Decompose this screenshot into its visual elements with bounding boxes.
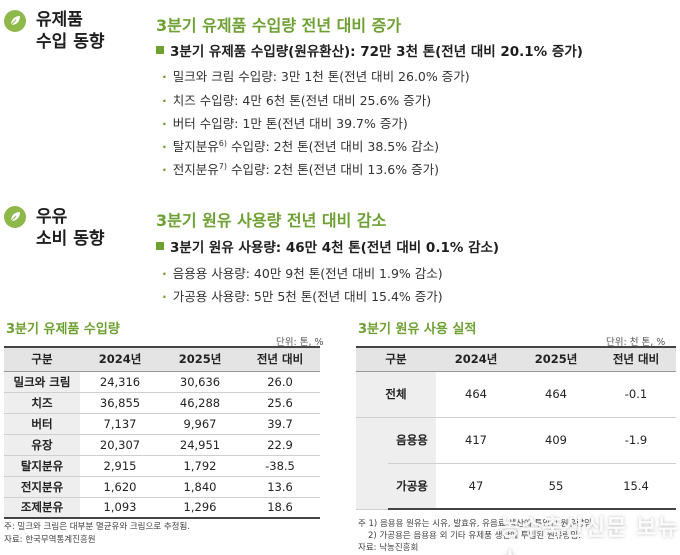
table1-note: 주: 밀크와 크림은 대부분 멸균유와 크림으로 추정됨.: [4, 522, 190, 532]
table-cell: 464: [516, 371, 596, 418]
table-row: 유장 20,307 24,951 22.9: [4, 434, 320, 456]
table-row: 버터 7,137 9,967 39.7: [4, 413, 320, 435]
table-cell: 15.4: [596, 463, 676, 510]
table-cell: 409: [516, 417, 596, 464]
row-header: 전지분유: [4, 476, 80, 498]
table-cell: 1,792: [160, 455, 240, 477]
imports-heading: 3분기 유제품 수입량 전년 대비 증가: [156, 16, 402, 35]
table-row: 치즈 36,855 46,288 25.6: [4, 392, 320, 414]
row-header: 전체: [356, 371, 436, 418]
table-cell: 464: [436, 371, 516, 418]
table-cell: 26.0: [240, 371, 320, 393]
table2-unit: 단위: 천 톤, %: [606, 337, 666, 348]
consumption-item: · 가공용 사용량: 5만 5천 톤(전년 대비 15.4% 증가): [162, 289, 443, 304]
table-cell: 18.6: [240, 497, 320, 519]
table-cell: 39.7: [240, 413, 320, 435]
table-row: 음용용 417 409 -1.9: [356, 417, 676, 510]
table-cell: 9,967: [160, 413, 240, 435]
table-cell: 7,137: [80, 413, 160, 435]
usage-table: 구분 2024년 2025년 전년 대비 전체 464 464 -0.1 음용용…: [356, 346, 676, 510]
table-cell: -0.1: [596, 371, 676, 418]
table2-note: 2) 가공용은 음용용 외 기타 유제품 생산에 투입된 원유량임.: [368, 531, 581, 541]
consumption-main-bullet: 3분기 원유 사용량: 46만 4천 톤(전년 대비 0.1% 감소): [156, 236, 499, 256]
table-cell: 30,636: [160, 371, 240, 393]
table-cell: 1,620: [80, 476, 160, 498]
row-header: 조제분유: [4, 497, 80, 519]
table-cell: -38.5: [240, 455, 320, 477]
table-row: 전체 464 464 -0.1: [356, 371, 676, 418]
table-cell: 55: [516, 463, 596, 510]
table-cell: 13.6: [240, 476, 320, 498]
table-cell: 2,915: [80, 455, 160, 477]
row-header: 가공용: [388, 463, 436, 510]
table-cell: 417: [436, 417, 516, 464]
table-cell: -1.9: [596, 417, 676, 464]
watermark: 농수축산신문 보뉴스: [500, 516, 679, 555]
table-cell: 47: [436, 463, 516, 510]
row-header: 유장: [4, 434, 80, 456]
table2-title: 3분기 원유 사용 실적: [358, 322, 477, 337]
consumption-heading: 3분기 원유 사용량 전년 대비 감소: [156, 211, 387, 230]
table1-source: 자료: 한국무역통계진흥원: [4, 535, 96, 545]
column-header: 전년 대비: [596, 346, 676, 372]
table-row: 조제분유 1,093 1,296 18.6: [4, 497, 320, 519]
imports-item: · 치즈 수입량: 4만 6천 톤(전년 대비 25.6% 증가): [162, 93, 432, 108]
table-cell: 1,296: [160, 497, 240, 519]
table-cell: 36,855: [80, 392, 160, 414]
row-header: 음용용: [388, 417, 436, 464]
imports-item: · 전지분유7) 수입량: 2천 톤(전년 대비 13.6% 증가): [162, 162, 439, 177]
table-cell: 22.9: [240, 434, 320, 456]
row-header: 밀크와 크림: [4, 371, 80, 393]
imports-item: · 밀크와 크림 수입량: 3만 1천 톤(전년 대비 26.0% 증가): [162, 69, 470, 84]
table2-note: 주 1) 음용용 원유는 시유, 발효유, 유음료 생산에 투입된 원유량임.: [358, 519, 595, 529]
table1-unit: 단위: 톤, %: [276, 337, 324, 348]
consumption-label: 우유 소비 동향: [36, 207, 105, 249]
column-header: 전년 대비: [240, 346, 320, 372]
table-cell: 1,093: [80, 497, 160, 519]
column-header: 구분: [356, 346, 436, 372]
table-row: 밀크와 크림 24,316 30,636 26.0: [4, 371, 320, 393]
column-header: 2025년: [516, 346, 596, 372]
imports-table: 구분 2024년 2025년 전년 대비 밀크와 크림 24,316 30,636 2…: [4, 346, 320, 519]
table-cell: 24,951: [160, 434, 240, 456]
table-cell: 1,840: [160, 476, 240, 498]
table1-title: 3분기 유제품 수입량: [6, 322, 120, 337]
square-bullet-icon: [156, 242, 164, 250]
column-header: 2025년: [160, 346, 240, 372]
leaf-icon: [4, 10, 26, 32]
row-header: 탈지분유: [4, 455, 80, 477]
column-header: 2024년: [80, 346, 160, 372]
column-header: 2024년: [436, 346, 516, 372]
imports-item: · 버터 수입량: 1만 톤(전년 대비 39.7% 증가): [162, 116, 408, 131]
table-cell: 25.6: [240, 392, 320, 414]
table-cell: 24,316: [80, 371, 160, 393]
row-group-spacer: [356, 417, 388, 510]
consumption-item: · 음용용 사용량: 40만 9천 톤(전년 대비 1.9% 감소): [162, 266, 443, 281]
table2-source: 자료: 낙농진흥회: [358, 543, 419, 553]
imports-label: 유제품 수입 동향: [36, 10, 105, 52]
leaf-icon: [4, 206, 26, 228]
row-header: 치즈: [4, 392, 80, 414]
table-row: 탈지분유 2,915 1,792 -38.5: [4, 455, 320, 477]
imports-main-bullet: 3분기 유제품 수입량(원유환산): 72만 3천 톤(전년 대비 20.1% …: [156, 40, 583, 60]
imports-item: · 탈지분유6) 수입량: 2천 톤(전년 대비 38.5% 감소): [162, 139, 439, 154]
table-row: 가공용 47 55 15.4: [356, 463, 676, 510]
row-header: 버터: [4, 413, 80, 435]
table-row: 전지분유 1,620 1,840 13.6: [4, 476, 320, 498]
table-cell: 20,307: [80, 434, 160, 456]
column-header: 구분: [4, 346, 80, 372]
square-bullet-icon: [156, 46, 164, 54]
table-cell: 46,288: [160, 392, 240, 414]
